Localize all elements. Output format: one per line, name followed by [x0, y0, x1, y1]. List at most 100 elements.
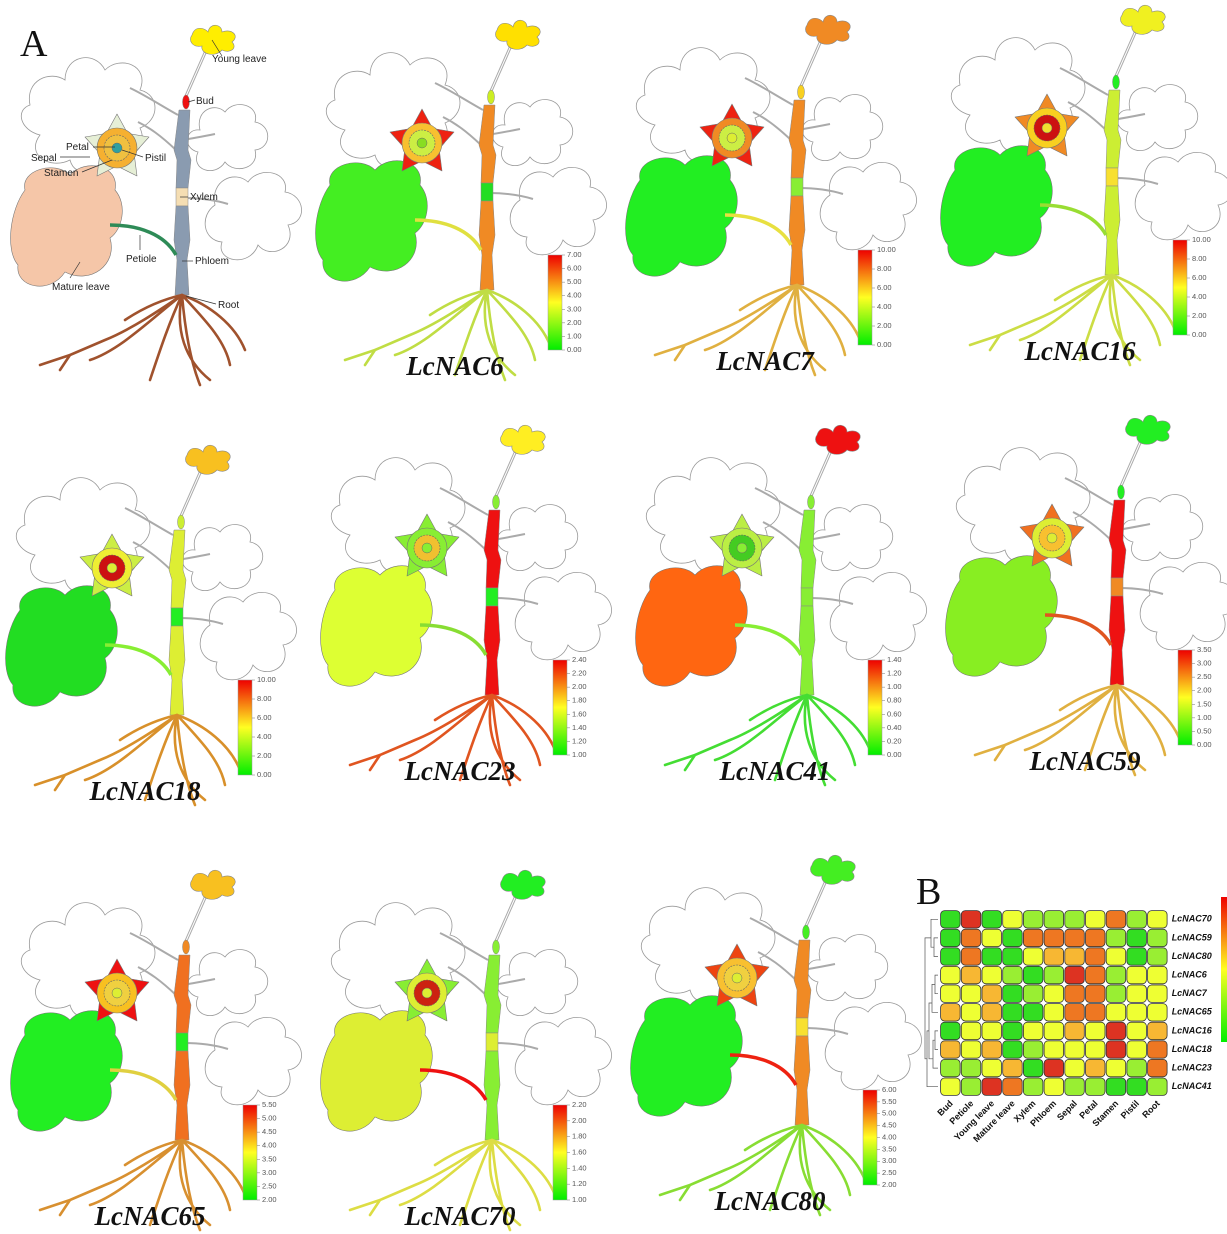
colorbar-tick-label: 0.50: [1197, 726, 1212, 735]
petiole: [725, 215, 791, 245]
colorbar-tick-label: 1.20: [572, 1179, 587, 1188]
heatmap-cell: [1003, 911, 1023, 928]
stalk-inner: [496, 891, 518, 941]
anatomy-label: Bud: [196, 96, 214, 107]
stem-upper: [1109, 500, 1126, 578]
anatomy-label: Sepal: [31, 153, 57, 164]
stem-lower: [484, 606, 500, 695]
young-leave: [190, 870, 235, 899]
heatmap-cell: [941, 1022, 961, 1039]
heatmap-cell: [1023, 1004, 1043, 1021]
heatmap-cell: [1148, 985, 1168, 1002]
pistil: [737, 543, 747, 553]
colorbar-tick-label: 3.00: [1197, 659, 1212, 668]
pistil: [112, 988, 122, 998]
colorbar-tick-label: 5.50: [262, 1100, 277, 1109]
bud: [493, 495, 500, 509]
colorbar-tick-label: 2.00: [1192, 311, 1207, 320]
heatmap-cell: [961, 929, 981, 946]
xylem: [801, 588, 813, 606]
heatmap-cell: [1148, 948, 1168, 965]
petiole: [735, 625, 801, 655]
heatmap-cell: [1086, 929, 1106, 946]
pistil: [732, 973, 742, 983]
gene-panel: LcNAC180.002.004.006.008.0010.00: [6, 445, 297, 806]
colorbar-tick-label: 2.00: [877, 321, 892, 330]
stem-lower: [794, 1036, 810, 1125]
petiole: [730, 1055, 796, 1085]
stem-lower: [174, 206, 190, 295]
heatmap-cell: [1044, 1059, 1064, 1076]
colorbar-tick-label: 1.00: [887, 682, 902, 691]
mature-leave: [941, 146, 1053, 266]
heatmap-cell: [982, 1022, 1002, 1039]
xylem: [176, 1033, 188, 1051]
figure: A Young leave Bud Petal Sepal Pistil Sta…: [0, 0, 1227, 1234]
background-leaf: [1140, 562, 1227, 649]
stalk-inner: [806, 876, 828, 926]
gene-panel: LcNAC70.002.004.006.008.0010.00: [626, 15, 917, 376]
heatmap-cell: [1148, 1004, 1168, 1021]
heatmap: LcNAC70LcNAC59LcNAC80LcNAC6LcNAC7LcNAC65…: [925, 911, 1213, 1144]
young-leave: [1120, 5, 1165, 34]
mature-leave: [636, 566, 748, 686]
colorbar-tick-label: 4.00: [257, 732, 272, 741]
gene-name: LcNAC18: [89, 776, 201, 806]
heatmap-cell: [1065, 1041, 1085, 1058]
heatmap-cell: [1148, 911, 1168, 928]
colorbar-tick-label: 8.00: [877, 264, 892, 273]
colorbar-tick-label: 6.00: [257, 713, 272, 722]
colorbar-tick-label: 4.00: [877, 302, 892, 311]
colorbar-tick-label: 2.50: [882, 1168, 897, 1177]
colorbar: [863, 1090, 877, 1185]
colorbar-tick-label: 10.00: [877, 245, 896, 254]
colorbar-tick-label: 1.80: [572, 1132, 587, 1141]
heatmap-cell: [982, 966, 1002, 983]
stem-lower: [484, 1051, 500, 1140]
colorbar-tick-label: 4.00: [1192, 292, 1207, 301]
colorbar: [238, 680, 252, 775]
heatmap-cell: [1106, 1059, 1126, 1076]
colorbar-tick-label: 2.50: [1197, 672, 1212, 681]
heatmap-cell: [982, 1004, 1002, 1021]
heatmap-cell: [1106, 1022, 1126, 1039]
heatmap-cell: [1003, 948, 1023, 965]
heatmap-cell: [941, 1041, 961, 1058]
stem-upper: [169, 530, 186, 608]
gene-panel: LcNAC160.002.004.006.008.0010.00: [941, 5, 1227, 366]
heatmap-cell: [1127, 929, 1147, 946]
heatmap-cell: [941, 929, 961, 946]
petiole: [420, 1070, 486, 1100]
heatmap-cell: [1148, 929, 1168, 946]
colorbar-tick-label: 5.00: [882, 1109, 897, 1118]
colorbar-tick-label: 2.00: [882, 1180, 897, 1189]
heatmap-cell: [1003, 985, 1023, 1002]
heatmap-cell: [1003, 1059, 1023, 1076]
gene-name: LcNAC7: [715, 346, 815, 376]
colorbar-tick-label: 2.00: [1197, 686, 1212, 695]
heatmap-cell: [1127, 1022, 1147, 1039]
stem-lower: [1104, 186, 1120, 275]
colorbar: [858, 250, 872, 345]
heatmap-cell: [1086, 966, 1106, 983]
colorbar-tick-label: 2.00: [262, 1195, 277, 1204]
heatmap-cell: [982, 929, 1002, 946]
stem-lower: [479, 201, 495, 290]
colorbar-tick-label: 4.50: [882, 1121, 897, 1130]
heatmap-cell: [1086, 1022, 1106, 1039]
heatmap-cell: [1086, 1004, 1106, 1021]
background-leaf: [1135, 152, 1227, 239]
gene-panel: LcNAC652.002.503.003.504.004.505.005.50: [11, 870, 302, 1231]
young-leave: [500, 425, 545, 454]
colorbar-tick-label: 1.00: [572, 750, 587, 759]
heatmap-cell: [1106, 1078, 1126, 1095]
colorbar-tick-label: 2.00: [567, 318, 582, 327]
heatmap-cell: [1023, 985, 1043, 1002]
colorbar-tick-label: 8.00: [257, 694, 272, 703]
heatmap-row-label: LcNAC80: [1172, 951, 1212, 961]
heatmap-cell: [1023, 1059, 1043, 1076]
heatmap-cell: [1106, 948, 1126, 965]
stem-upper: [484, 955, 501, 1033]
colorbar-tick-label: 0.00: [1197, 740, 1212, 749]
heatmap-column-label: Root: [1140, 1098, 1162, 1120]
